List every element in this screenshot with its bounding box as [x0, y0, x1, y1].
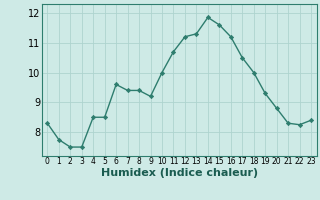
X-axis label: Humidex (Indice chaleur): Humidex (Indice chaleur)	[100, 168, 258, 178]
